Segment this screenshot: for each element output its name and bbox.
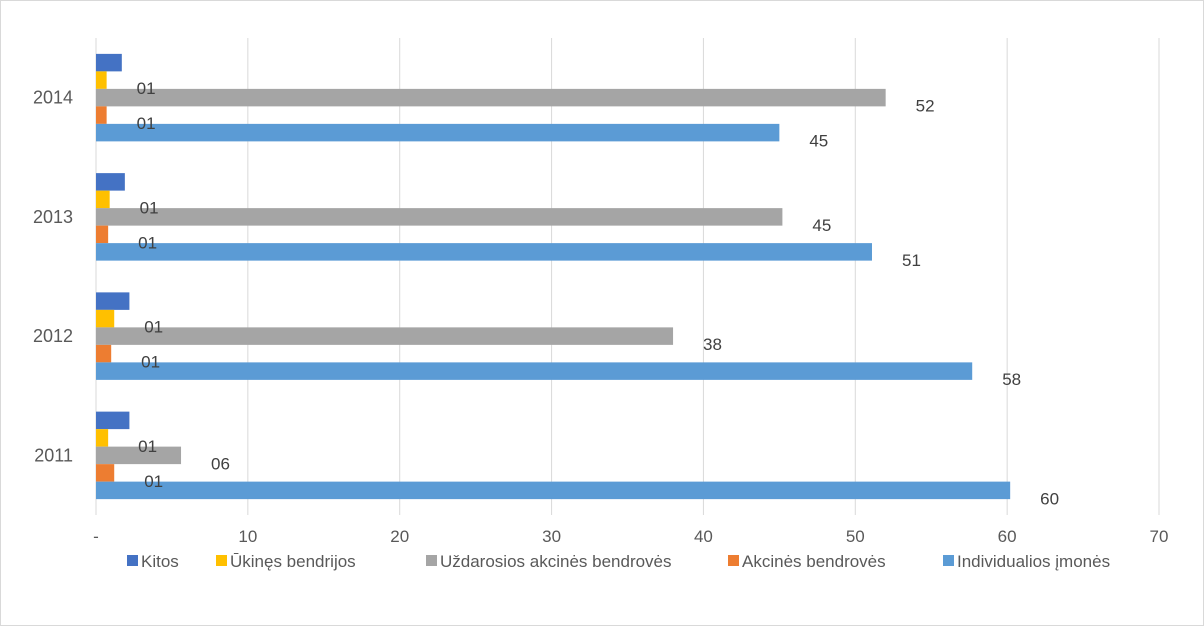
bar xyxy=(96,481,1011,500)
legend-label: Individualios įmonės xyxy=(957,552,1110,571)
data-label: 45 xyxy=(812,216,831,235)
x-tick-label: 10 xyxy=(238,527,257,546)
data-label: 58 xyxy=(1002,370,1021,389)
bar xyxy=(96,243,872,261)
legend-label: Kitos xyxy=(141,552,179,571)
bar xyxy=(96,327,674,345)
bar xyxy=(96,71,107,89)
data-label: 51 xyxy=(902,251,921,270)
category-label: 2014 xyxy=(33,88,73,108)
category-label: 2011 xyxy=(34,445,73,465)
bar xyxy=(96,123,780,142)
data-label: 01 xyxy=(141,353,160,372)
x-tick-label: - xyxy=(93,527,99,546)
data-label: 60 xyxy=(1040,489,1059,508)
bar xyxy=(96,208,783,226)
data-label: 06 xyxy=(211,454,230,473)
bar xyxy=(96,53,122,72)
x-tick-label: 20 xyxy=(390,527,409,546)
legend-swatch xyxy=(426,555,437,566)
bar xyxy=(96,446,182,465)
data-label: 45 xyxy=(809,132,828,151)
data-labels: 01 06 01 60 01 38 01 58 01 45 01 51 01 52 01 45 xyxy=(137,79,1059,508)
data-label: 01 xyxy=(137,114,156,133)
legend-swatch xyxy=(127,555,138,566)
bar xyxy=(96,173,125,191)
data-label: 01 xyxy=(137,79,156,98)
bar xyxy=(96,292,130,310)
legend-label: Akcinės bendrovės xyxy=(742,552,886,571)
legend-swatch xyxy=(728,555,739,566)
bar xyxy=(96,429,109,447)
legend-label: Uždarosios akcinės bendrovės xyxy=(440,552,672,571)
data-label: 01 xyxy=(138,437,157,456)
x-tick-label: 70 xyxy=(1150,527,1169,546)
category-axis: 2011 2012 2013 2014 xyxy=(33,88,73,466)
bar xyxy=(96,225,109,244)
legend-swatch xyxy=(943,555,954,566)
bars xyxy=(96,53,1011,500)
bar xyxy=(96,309,115,328)
bar xyxy=(96,106,107,124)
data-label: 38 xyxy=(703,335,722,354)
data-label: 52 xyxy=(916,97,935,116)
bar xyxy=(96,464,115,482)
x-tick-label: 60 xyxy=(998,527,1017,546)
legend-label: Ūkinęs bendrijos xyxy=(230,552,356,571)
gridlines xyxy=(95,38,1160,515)
category-label: 2013 xyxy=(33,207,73,227)
bar xyxy=(96,411,130,430)
bar xyxy=(96,344,112,363)
x-tick-label: 40 xyxy=(694,527,713,546)
bar xyxy=(96,88,886,107)
x-tick-label: 50 xyxy=(846,527,865,546)
data-label: 01 xyxy=(138,233,157,252)
legend-swatch xyxy=(216,555,227,566)
value-axis: - 10 20 30 40 50 60 70 xyxy=(93,527,1168,546)
bar xyxy=(96,190,110,209)
x-tick-label: 30 xyxy=(542,527,561,546)
data-label: 01 xyxy=(144,472,163,491)
data-label: 01 xyxy=(140,198,159,217)
category-label: 2012 xyxy=(33,326,73,346)
bar xyxy=(96,362,973,380)
legend: Kitos Ūkinęs bendrijos Uždarosios akcinės … xyxy=(127,552,1110,571)
data-label: 01 xyxy=(144,318,163,337)
